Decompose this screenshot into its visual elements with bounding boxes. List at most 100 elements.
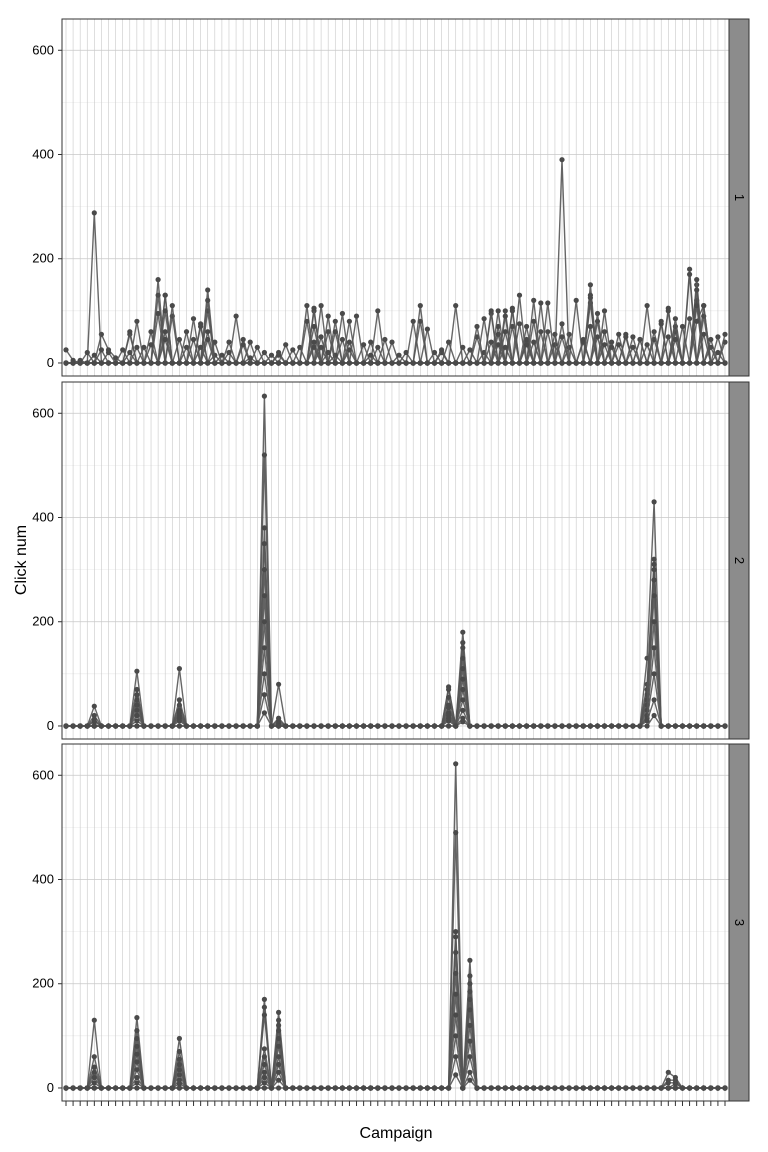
data-point — [105, 349, 112, 356]
data-point — [446, 360, 452, 366]
data-point — [502, 1085, 508, 1091]
panel-background — [62, 744, 729, 1101]
data-point — [127, 723, 133, 729]
data-point — [127, 360, 133, 366]
y-axis-title: Click num — [13, 525, 30, 595]
data-point — [332, 1085, 338, 1091]
data-point — [240, 342, 246, 348]
data-point — [254, 344, 260, 350]
data-point — [672, 360, 679, 366]
facet-strip-label: 2 — [732, 557, 747, 564]
data-point — [190, 723, 197, 729]
data-point — [524, 336, 530, 343]
data-point — [276, 1069, 282, 1075]
data-point — [375, 308, 381, 314]
data-point — [552, 1085, 558, 1091]
data-point — [453, 949, 459, 956]
data-point — [559, 334, 565, 340]
data-point — [658, 723, 664, 729]
data-point — [127, 329, 133, 335]
data-point — [212, 723, 218, 729]
data-point — [226, 339, 232, 345]
data-point — [91, 1074, 97, 1081]
data-point — [134, 1051, 140, 1057]
data-point — [573, 723, 579, 729]
data-point — [176, 1072, 182, 1078]
data-point — [672, 1081, 679, 1087]
data-point — [113, 723, 119, 729]
data-point — [226, 349, 232, 356]
data-point — [694, 723, 700, 729]
data-point — [616, 723, 622, 729]
data-point — [134, 712, 140, 719]
data-point — [580, 339, 586, 345]
data-point — [134, 686, 140, 693]
data-point — [205, 723, 211, 729]
data-point — [382, 1085, 388, 1091]
data-point — [339, 310, 345, 317]
data-point — [559, 157, 565, 163]
data-point — [651, 593, 657, 599]
data-point — [396, 352, 402, 358]
data-point — [105, 1085, 112, 1091]
data-point — [297, 723, 303, 729]
data-point — [651, 1085, 657, 1091]
data-point — [488, 339, 494, 345]
data-point — [580, 360, 586, 366]
data-point — [460, 715, 466, 721]
data-point — [91, 210, 97, 216]
data-point — [261, 1054, 267, 1060]
data-point — [687, 360, 693, 366]
data-point — [474, 360, 480, 366]
data-point — [453, 1033, 459, 1039]
data-point — [304, 1085, 310, 1091]
data-point — [439, 1085, 445, 1091]
data-point — [446, 686, 452, 693]
data-point — [580, 1085, 586, 1091]
data-point — [247, 355, 253, 361]
data-point — [417, 1085, 423, 1091]
data-point — [176, 336, 182, 343]
series-line — [66, 711, 725, 727]
data-point — [297, 360, 303, 366]
y-tick-label: 400 — [32, 510, 54, 525]
data-point — [516, 292, 523, 298]
data-point — [134, 360, 140, 366]
data-point — [205, 297, 211, 303]
data-point — [481, 1085, 487, 1091]
data-point — [261, 619, 267, 625]
data-point — [382, 360, 388, 366]
data-point — [205, 360, 211, 366]
data-point — [155, 1085, 161, 1091]
data-point — [318, 1085, 324, 1091]
data-point — [113, 355, 119, 361]
data-point — [325, 329, 331, 335]
data-point — [644, 360, 650, 366]
data-point — [531, 318, 537, 324]
data-point — [190, 316, 197, 322]
data-point — [155, 723, 161, 729]
data-point — [141, 344, 147, 350]
data-point — [91, 712, 97, 719]
data-point — [247, 339, 253, 345]
data-point — [644, 718, 650, 724]
data-point — [169, 723, 175, 729]
data-point — [176, 1081, 182, 1087]
data-point — [651, 619, 657, 625]
data-point — [176, 1048, 182, 1055]
data-point — [361, 360, 367, 366]
data-point — [276, 681, 282, 687]
data-point — [219, 360, 225, 366]
data-point — [694, 318, 700, 324]
data-point — [190, 336, 197, 343]
data-point — [715, 360, 721, 366]
data-point — [134, 668, 140, 674]
data-point — [524, 360, 530, 366]
data-point — [587, 723, 594, 729]
data-point — [502, 313, 508, 319]
data-point — [120, 360, 126, 366]
data-point — [261, 996, 267, 1003]
data-point — [240, 1085, 246, 1091]
data-point — [325, 313, 331, 319]
panel-2: 0 200 400 600 2 — [32, 381, 750, 740]
